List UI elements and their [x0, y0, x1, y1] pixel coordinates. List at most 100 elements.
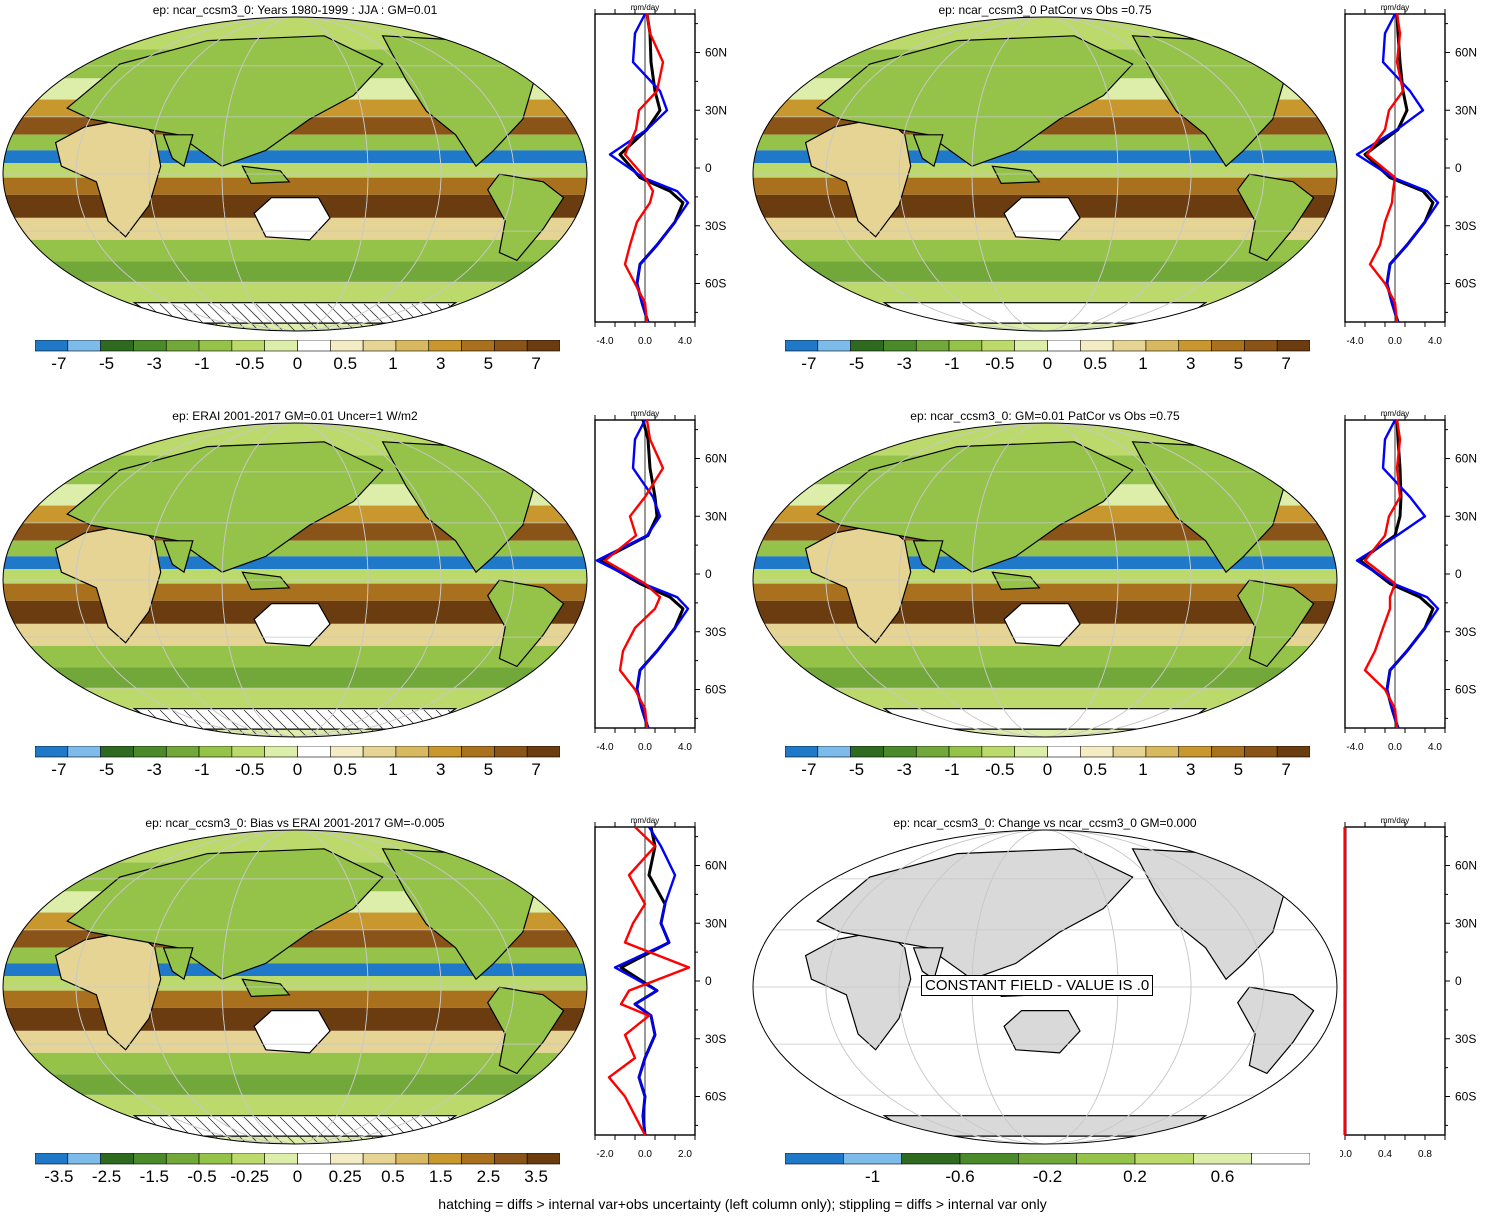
colorbar-swatch: [1211, 340, 1245, 352]
y-tick-label: 60N: [705, 859, 727, 873]
colorbar-tick-label: 1.5: [428, 1167, 453, 1186]
panel-3: ep: ERAI 2001-2017 GM=0.01 Uncer=1 W/m2 …: [0, 406, 742, 811]
colorbar-swatch: [264, 340, 298, 352]
x-tick-label: -4.0: [596, 336, 614, 347]
colorbar-tick-label: -7: [801, 760, 817, 779]
colorbar-swatch: [395, 340, 430, 352]
world-map: [752, 422, 1338, 738]
y-tick-label: 0: [705, 567, 712, 581]
x-tick-label: 0.8: [1418, 1149, 1432, 1160]
colorbar-tick-label: -1: [864, 1167, 881, 1186]
x-tick-label: 0.0: [638, 1149, 652, 1160]
continent: [66, 35, 384, 167]
map-border: [2, 16, 588, 332]
continent: [486, 986, 565, 1075]
colorbar-swatch: [883, 340, 917, 352]
colorbar-tick-label: 7: [1281, 354, 1291, 373]
colorbar-swatch: [981, 340, 1015, 352]
continent: [162, 134, 194, 168]
continent: [253, 1010, 331, 1054]
y-tick-label: 60N: [1455, 452, 1477, 466]
zonal-profile: mm/day -4.0 0.0 4.0 60N 30N 0 30S 60S: [594, 409, 727, 753]
colorbar-swatch: [1014, 746, 1048, 758]
colorbar: [785, 1153, 1310, 1165]
continent: [66, 848, 384, 980]
graticule: [753, 830, 1337, 1144]
colorbar-tick-label: -0.5: [235, 760, 265, 779]
x-tick-label: -4.0: [596, 742, 614, 753]
colorbar-tick-label: -7: [51, 354, 67, 373]
colorbar-swatch: [264, 1153, 298, 1165]
x-tick-label: 0.0: [638, 336, 652, 347]
panel-1: ep: ncar_ccsm3_0: Years 1980-1999 : JJA …: [0, 0, 742, 405]
series-line: [607, 826, 691, 1136]
colorbar-tick-label: -0.5: [985, 354, 1015, 373]
y-tick-label: 60S: [1455, 683, 1476, 697]
colorbar-swatch: [1047, 340, 1081, 352]
colorbar-labels: -1 -0.6 -0.2 0.2 0.6: [785, 1167, 1310, 1189]
panel-5: ep: ncar_ccsm3_0: Bias vs ERAI 2001-2017…: [0, 813, 742, 1218]
continent: [1003, 603, 1081, 647]
colorbar-tick-label: 0.5: [333, 354, 358, 373]
colorbar-tick-label: 0.6: [1210, 1167, 1235, 1186]
colorbar-swatch: [362, 340, 397, 352]
colorbar-swatch: [1276, 340, 1310, 352]
panel-4: ep: ncar_ccsm3_0: GM=0.01 PatCor vs Obs …: [750, 406, 1485, 811]
colorbar-swatch: [494, 1153, 528, 1165]
world-map: [2, 422, 588, 738]
x-tick-label: 4.0: [1428, 742, 1442, 753]
continent: [132, 1115, 458, 1137]
colorbar-tick-label: -3: [146, 760, 162, 779]
colorbar-tick-label: 7: [1281, 760, 1291, 779]
colorbar-swatch: [67, 340, 101, 352]
colorbar-tick-label: 3: [1185, 354, 1196, 373]
constant-field-label: CONSTANT FIELD - VALUE IS .0: [921, 975, 1154, 996]
colorbar-labels: -3.5 -2.5 -1.5 -0.5 -0.25 0 0.25 0.5 1.5 2.5 3.5: [35, 1167, 560, 1189]
y-tick-label: 30N: [705, 509, 727, 523]
colorbar-tick-label: -5: [99, 760, 115, 779]
series-line: [1363, 419, 1402, 729]
y-tick-label: 0: [1455, 161, 1462, 175]
colorbar-swatch: [1145, 340, 1180, 352]
colorbar-swatch: [901, 1153, 961, 1165]
profile-unit: mm/day: [631, 3, 659, 12]
zonal-profile: mm/day -4.0 0.0 4.0 60N 30N 0 30S 60S: [1344, 409, 1477, 753]
colorbar-swatch: [165, 340, 200, 352]
panel-title: ep: ncar_ccsm3_0: Years 1980-1999 : JJA …: [152, 3, 438, 17]
y-tick-label: 30N: [1455, 509, 1477, 523]
map-border: [2, 422, 588, 738]
colorbar-swatch: [395, 1153, 430, 1165]
continent: [253, 197, 331, 241]
colorbar-swatch: [494, 340, 528, 352]
colorbar-swatch: [1047, 746, 1081, 758]
colorbar-swatch: [1076, 1153, 1136, 1165]
y-tick-label: 30S: [1455, 1032, 1476, 1046]
series-line: [603, 419, 665, 729]
colorbar-swatch: [526, 746, 560, 758]
y-tick-label: 0: [705, 161, 712, 175]
colorbar-swatch: [330, 340, 364, 352]
colorbar-tick-label: -0.5: [187, 1167, 217, 1186]
colorbar-swatch: [231, 340, 265, 352]
colorbar: [785, 746, 1310, 758]
colorbar-tick-label: 1: [1138, 354, 1148, 373]
colorbar-tick-label: 0.5: [381, 1167, 405, 1186]
colorbar-swatch: [1145, 746, 1180, 758]
colorbar: [35, 340, 560, 352]
colorbar-labels: -7 -5 -3 -1 -0.5 0 0.5 1 3 5 7: [785, 760, 1310, 782]
colorbar-swatch: [959, 1153, 1019, 1165]
colorbar-swatch: [100, 340, 134, 352]
colorbar-tick-label: 0: [1042, 760, 1053, 779]
x-tick-label: 0.0: [638, 742, 652, 753]
series-line: [623, 13, 665, 323]
panel-title: ep: ncar_ccsm3_0: Change vs ncar_ccsm3_0…: [893, 816, 1197, 830]
colorbar-swatch: [330, 1153, 364, 1165]
colorbar-tick-label: -1.5: [139, 1167, 169, 1186]
colorbar-tick-label: -7: [801, 354, 817, 373]
colorbar-tick-label: 5: [483, 354, 494, 373]
continent: [1236, 173, 1315, 262]
colorbar-tick-label: 1: [388, 760, 398, 779]
colorbar-tick-label: 7: [531, 760, 541, 779]
y-tick-label: 60N: [1455, 859, 1477, 873]
continent: [241, 571, 291, 591]
